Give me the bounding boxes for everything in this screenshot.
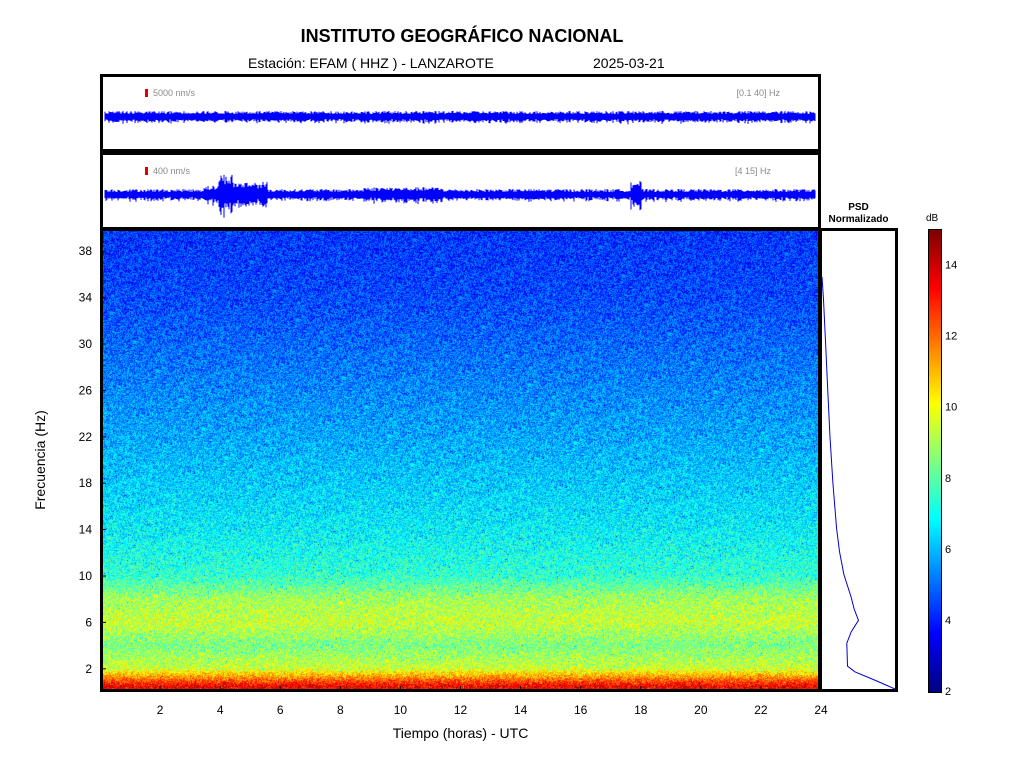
scale-bar-marker [145,167,148,175]
y-tick-label: 10 [79,569,93,583]
x-tick-label: 16 [574,703,588,717]
colorbar-tick-label: 8 [945,473,951,485]
y-tick-label: 2 [85,662,92,676]
colorbar-tick-label: 12 [945,331,957,343]
colorbar-unit: dB [926,213,939,224]
chart-title: INSTITUTO GEOGRÁFICO NACIONAL [300,26,624,46]
scale-bar-marker [145,89,148,97]
trace-line [104,111,816,125]
y-tick-label: 30 [79,337,93,351]
seismogram-broadband-panel: 5000 nm/s [0.1 40] Hz [100,74,821,152]
y-tick-label: 26 [79,383,93,397]
x-tick-label: 20 [694,703,708,717]
x-tick-label: 4 [217,703,224,717]
x-tick-label: 6 [277,703,284,717]
x-axis-label: Tiempo (horas) - UTC [392,725,529,741]
colorbar-tick-label: 2 [945,686,951,698]
spectrogram-panel [100,228,821,692]
y-tick-label: 38 [79,244,93,258]
colorbar-gradient [928,229,942,693]
y-tick-label: 14 [79,523,93,537]
psd-title: PSD Normalizado [819,202,898,226]
x-tick-label: 22 [754,703,768,717]
psd-title-line2: Normalizado [828,214,889,225]
seismogram-filtered-panel: 400 nm/s [4 15] Hz [100,152,821,230]
trace-scale-label: 5000 nm/s [153,88,196,98]
psd-title-line1: PSD [848,202,869,213]
y-tick-label: 34 [79,291,93,305]
x-tick-label: 2 [157,703,164,717]
trace-line [104,174,816,218]
y-tick-label: 22 [79,430,93,444]
x-tick-label: 18 [634,703,648,717]
psd-curve [821,276,896,690]
station-label: Estación: EFAM ( HHZ ) - LANZAROTE [248,55,494,71]
y-tick-label: 18 [79,476,93,490]
y-axis-label: Frecuencia (Hz) [32,410,48,510]
psd-frame [819,228,898,692]
y-tick-label: 6 [85,615,92,629]
spectrogram-heatmap [100,228,821,692]
x-tick-label: 8 [337,703,344,717]
psd-panel [819,228,898,692]
trace-scale-label: 400 nm/s [153,166,191,176]
colorbar [928,229,942,693]
colorbar-tick-label: 14 [945,260,957,272]
x-tick-label: 14 [514,703,528,717]
colorbar-tick-label: 4 [945,615,951,627]
date-label: 2025-03-21 [593,55,665,71]
x-tick-label: 10 [394,703,408,717]
x-tick-label: 24 [814,703,828,717]
colorbar-tick-label: 6 [945,544,951,556]
trace-band-label: [4 15] Hz [734,166,771,176]
x-axis-ticks: 2 4 6 8 10 12 14 16 18 20 22 24 [157,686,828,717]
seismogram-filtered-trace [104,174,816,218]
colorbar-tick-label: 10 [945,402,957,414]
x-tick-label: 12 [454,703,468,717]
seismogram-broadband-trace [104,111,816,125]
psd-plot [819,228,898,692]
trace-band-label: [0.1 40] Hz [736,88,780,98]
